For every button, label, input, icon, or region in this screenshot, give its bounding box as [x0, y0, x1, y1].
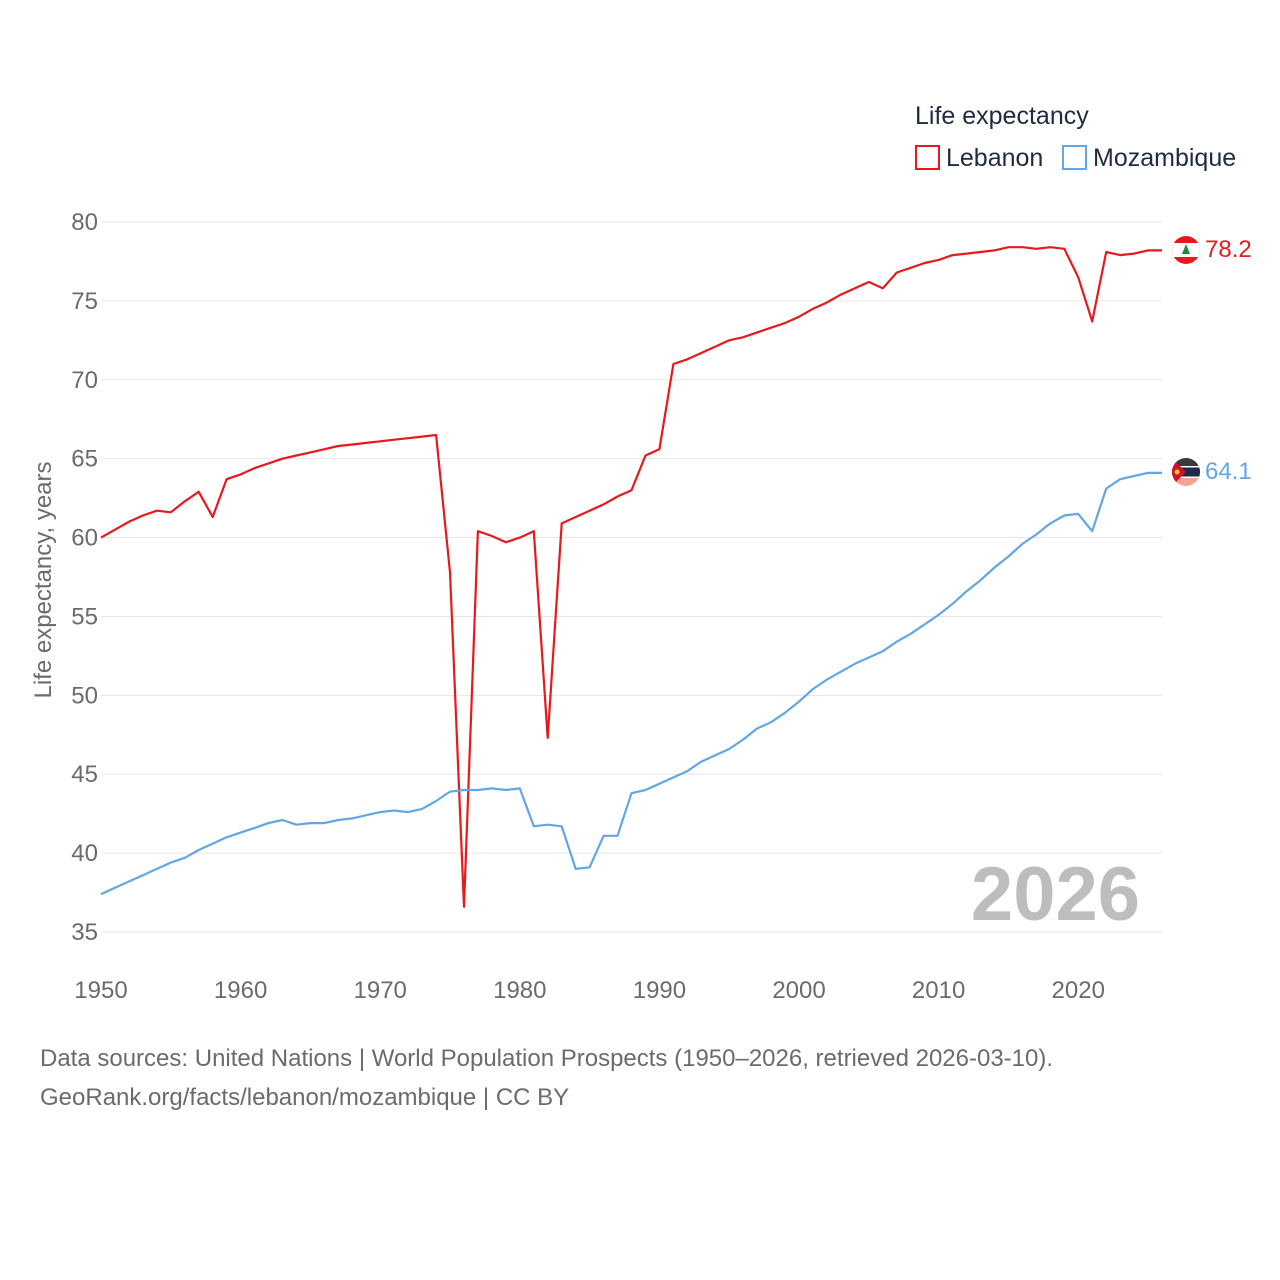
legend-label-mozambique[interactable]: Mozambique — [1093, 144, 1236, 172]
y-tick-label: 40 — [71, 840, 98, 867]
end-value-lebanon: 78.2 — [1205, 236, 1252, 263]
legend: Life expectancy Lebanon Mozambique — [915, 102, 1236, 172]
series-line-mozambique[interactable] — [100, 471, 1162, 896]
x-tick-label: 2010 — [912, 977, 965, 1004]
x-axis: 1950 1960 1970 1980 1990 2000 2010 2020 — [74, 977, 1105, 1004]
x-tick-label: 2000 — [772, 977, 825, 1004]
x-tick-label: 1970 — [354, 977, 407, 1004]
y-tick-label: 45 — [71, 761, 98, 788]
x-tick-label: 1960 — [214, 977, 267, 1004]
life-expectancy-chart: 35 40 45 50 55 60 65 70 75 80 1950 1960 1970 1980 199… — [30, 102, 1252, 1004]
y-axis-label: Life expectancy, years — [30, 461, 57, 698]
y-tick-label: 55 — [71, 603, 98, 630]
legend-title: Life expectancy — [915, 102, 1089, 130]
source-line-2[interactable]: GeoRank.org/facts/lebanon/mozambique | C… — [40, 1084, 570, 1111]
end-value-mozambique: 64.1 — [1205, 458, 1252, 485]
lebanon-flag-icon — [1172, 236, 1200, 264]
year-watermark: 2026 — [971, 852, 1140, 937]
y-tick-label: 60 — [71, 525, 98, 552]
series-line-lebanon[interactable] — [100, 246, 1162, 908]
mozambique-flag-icon — [1172, 458, 1200, 486]
x-tick-label: 1980 — [493, 977, 546, 1004]
y-tick-label: 65 — [71, 446, 98, 473]
gridlines — [101, 221, 1162, 933]
legend-label-lebanon[interactable]: Lebanon — [946, 144, 1043, 172]
x-tick-label: 1990 — [633, 977, 686, 1004]
y-tick-label: 75 — [71, 288, 98, 315]
series-lines — [100, 246, 1162, 908]
x-tick-label: 1950 — [74, 977, 127, 1004]
x-tick-label: 2020 — [1052, 977, 1105, 1004]
y-tick-label: 35 — [71, 919, 98, 946]
y-axis: 35 40 45 50 55 60 65 70 75 80 — [71, 209, 98, 946]
y-tick-label: 70 — [71, 367, 98, 394]
source-line-1: Data sources: United Nations | World Pop… — [40, 1045, 1054, 1072]
legend-swatch-mozambique[interactable] — [1062, 145, 1087, 170]
legend-swatch-lebanon[interactable] — [915, 145, 940, 170]
y-tick-label: 80 — [71, 209, 98, 236]
y-tick-label: 50 — [71, 682, 98, 709]
